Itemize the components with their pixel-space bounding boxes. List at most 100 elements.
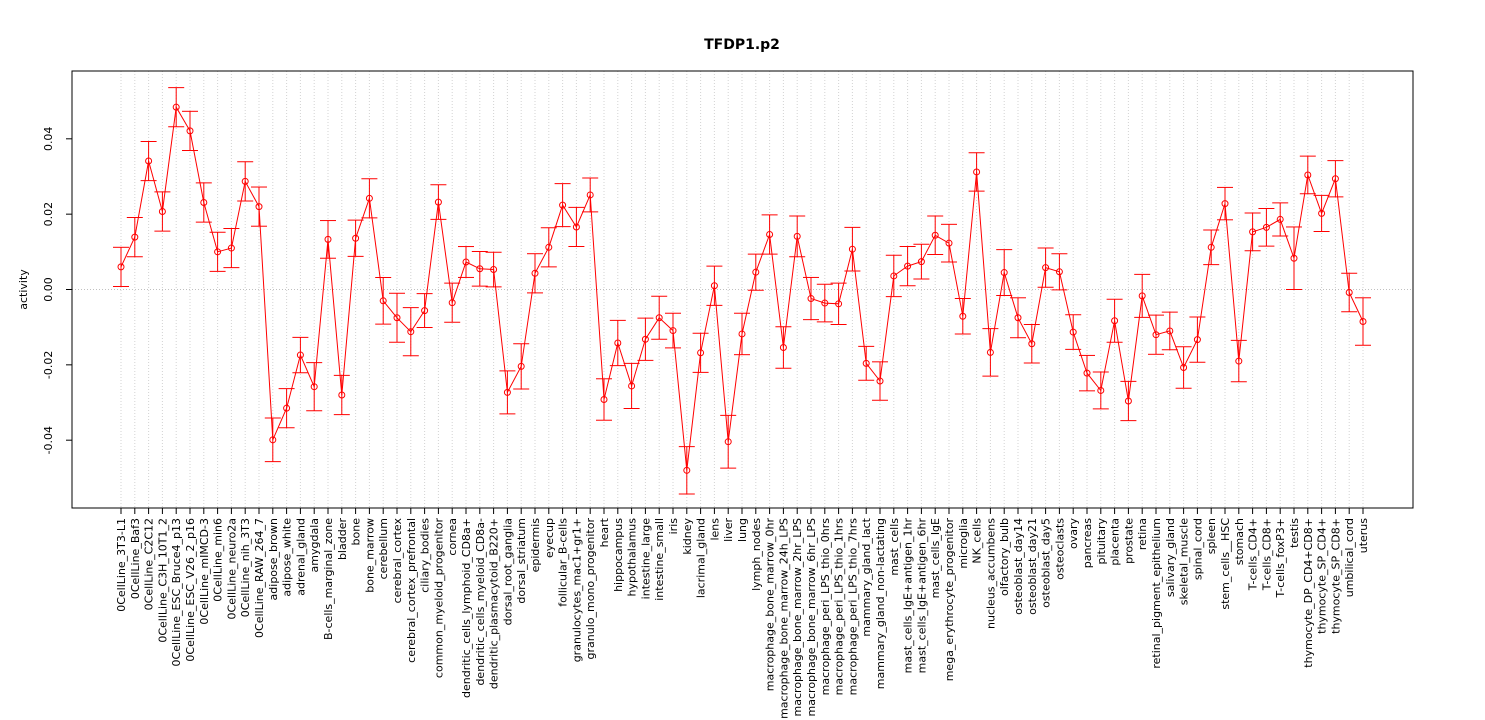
x-tick-label: follicular_B-cells [557,518,570,607]
data-point [931,231,939,239]
chart-title: TFDP1.p2 [704,37,780,53]
data-point [227,244,235,252]
data-point [310,383,318,391]
x-tick-label: retinal_pigment_epithelium [1150,518,1163,669]
x-tick-label: macrophage_peri_LPS_thio_0hrs [819,518,832,696]
x-tick-label: liver [722,518,735,542]
x-tick-label: mast_cells_IgE+antigen_1hr [902,518,915,674]
data-point [200,198,208,206]
y-tick-label: 0.04 [42,127,55,152]
y-axis: -0.04 -0.02 0.00 0.02 0.04 [42,127,72,454]
data-point [973,168,981,176]
data-point [186,127,194,135]
x-tick-label: amygdala [308,518,321,572]
x-tick-label: stem_cells__HSC [1219,518,1232,610]
data-point [1014,314,1022,322]
data-point [172,103,180,111]
data-point [255,203,263,211]
data-point [821,299,829,307]
data-point [145,157,153,165]
data-point [1138,292,1146,300]
x-tick-label: pituitary [1095,518,1108,565]
x-tick-label: thymocyte_SP_CD8+ [1329,518,1342,634]
x-tick-label: heart [598,517,611,547]
data-point [434,198,442,206]
x-tick-label: dendritic_plasmacytoid_B220+ [488,518,501,689]
x-tick-label: dendritic_cells_lymphoid_CD8a+ [460,518,473,698]
data-point [890,272,898,280]
x-tick-label: adrenal_gland [294,518,307,596]
data-point [296,351,304,359]
x-tick-label: kidney [681,518,694,555]
data-point [586,191,594,199]
data-point [365,194,373,202]
data-point [986,348,994,356]
data-point [545,243,553,251]
data-point [1249,228,1257,236]
data-point [766,230,774,238]
data-point [1359,318,1367,326]
x-tick-label: spinal_cord [1191,518,1204,580]
x-tick-label: 0CellLine_ESC_Bruce4_p13 [170,518,183,666]
x-tick-label: bladder [336,518,349,561]
data-point [1331,175,1339,183]
x-tick-label: epidermis [529,518,542,573]
x-tick-label: thymocyte_SP_CD4+ [1316,518,1329,634]
x-tick-label: macrophage_peri_LPS_thio_7hrs [846,518,859,696]
data-point [1152,331,1160,339]
data-point [1069,328,1077,336]
data-point [338,391,346,399]
x-tick-label: B-cells_marginal_zone [322,518,335,640]
x-tick-label: T-cells_CD8+ [1260,518,1273,591]
x-tick-label: 0CellLine_C3H_10T1_2 [156,518,169,643]
data-point [1180,363,1188,371]
data-point [324,235,332,243]
data-point [1193,336,1201,344]
x-tick-label: 0CellLine_Baf3 [129,518,142,599]
data-point [848,245,856,253]
x-tick-label: hypothalamus [626,518,639,597]
x-tick-label: 0CellLine_nih_3T3 [239,518,252,617]
x-tick-label: bone_marrow [363,518,376,593]
x-tick-label: dorsal_root_ganglia [501,518,514,625]
data-point [738,330,746,338]
x-tick-label: prostate [1122,518,1135,564]
data-point [1042,264,1050,272]
data-point [393,314,401,322]
data-point [641,335,649,343]
x-tick-label: 0CellLine_RAW_264_7 [253,518,266,638]
data-point [600,396,608,404]
data-point [131,233,139,241]
data-point [904,262,912,270]
data-point [807,295,815,303]
data-point [531,269,539,277]
x-tick-label: placenta [1109,518,1122,566]
x-tick-label: cerebral_cortex_prefrontal [405,518,418,663]
x-tick-label: retina [1136,518,1149,550]
data-point [158,208,166,216]
x-tick-label: granulo_mono_progenitor [584,518,597,660]
x-tick-label: cornea [446,518,459,556]
data-point [1221,200,1229,208]
data-point [752,268,760,276]
data-point [241,177,249,185]
data-point [835,300,843,308]
x-tick-label: skeletal_muscle [1178,518,1191,605]
x-tick-label: thymocyte_DP_CD4+CD8+ [1302,518,1315,668]
data-point [628,382,636,390]
data-point [283,404,291,412]
x-tick-label: lung [736,518,749,542]
data-point [517,362,525,370]
data-point [421,307,429,315]
x-tick-label: hippocampus [612,518,625,592]
x-tick-label: mega_erythrocyte_progenitor [943,518,956,682]
x-tick-label: olfactory_bulb [998,518,1011,596]
data-point [1124,397,1132,405]
data-point [1304,171,1312,179]
x-tick-label: intestine_large [639,518,652,600]
x-tick-label: T-cells_foxP3+ [1274,518,1287,598]
x-tick-label: osteoblast_day14 [1012,518,1025,615]
x-tick-label: macrophage_peri_LPS_thio_1hrs [833,518,846,696]
data-point [862,359,870,367]
x-tick-label: T-cells_CD4+ [1247,518,1260,591]
